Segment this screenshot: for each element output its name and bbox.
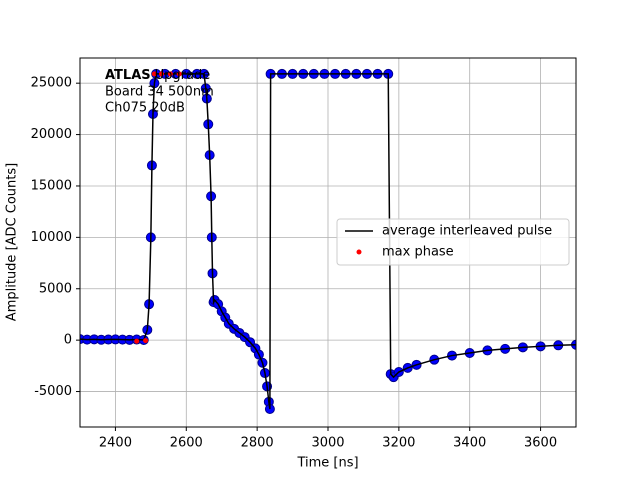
y-tick-label: 5000: [39, 281, 72, 296]
annotation: Board 34 500nm: [105, 85, 214, 100]
y-tick-label: -5000: [34, 384, 72, 399]
scatter-point: [151, 71, 157, 77]
y-axis-label: Amplitude [ADC Counts]: [5, 163, 20, 321]
x-tick-label: 2400: [99, 436, 132, 451]
annotation: Ch075 20dB: [105, 101, 185, 116]
y-tick-label: 20000: [31, 127, 72, 142]
scatter-point: [158, 71, 164, 77]
x-tick-label: 3200: [382, 436, 415, 451]
y-tick-label: 0: [64, 333, 72, 348]
x-tick-label: 2600: [170, 436, 203, 451]
annotation: Upgrade: [155, 68, 211, 83]
x-tick-label: 2800: [241, 436, 274, 451]
legend-label: max phase: [382, 245, 454, 260]
legend-label: average interleaved pulse: [382, 224, 552, 239]
x-tick-label: 3400: [453, 436, 486, 451]
scatter-point: [167, 71, 173, 77]
ticks: 2400 2600 2800 3000 3200 3400 3600 -5000 0 5000 10…: [31, 76, 557, 451]
y-tick-label: 25000: [31, 76, 72, 91]
legend: average interleaved pulse max phase: [336, 218, 570, 266]
annotation: ATLAS Upgrade: [105, 68, 210, 83]
legend-box: [336, 218, 570, 266]
plot-area: [80, 68, 576, 415]
line: [80, 73, 576, 410]
scatter-point: [134, 338, 140, 344]
x-tick-label: 3600: [524, 436, 557, 451]
x-tick-label: 3000: [311, 436, 344, 451]
legend-swatch: [356, 249, 362, 255]
scatter-point: [143, 338, 149, 344]
y-tick-label: 10000: [31, 230, 72, 245]
annotation-bold: ATLAS: [105, 68, 151, 83]
x-axis-label: Time [ns]: [296, 456, 358, 471]
scatter-point: [176, 71, 182, 77]
y-tick-label: 15000: [31, 178, 72, 193]
